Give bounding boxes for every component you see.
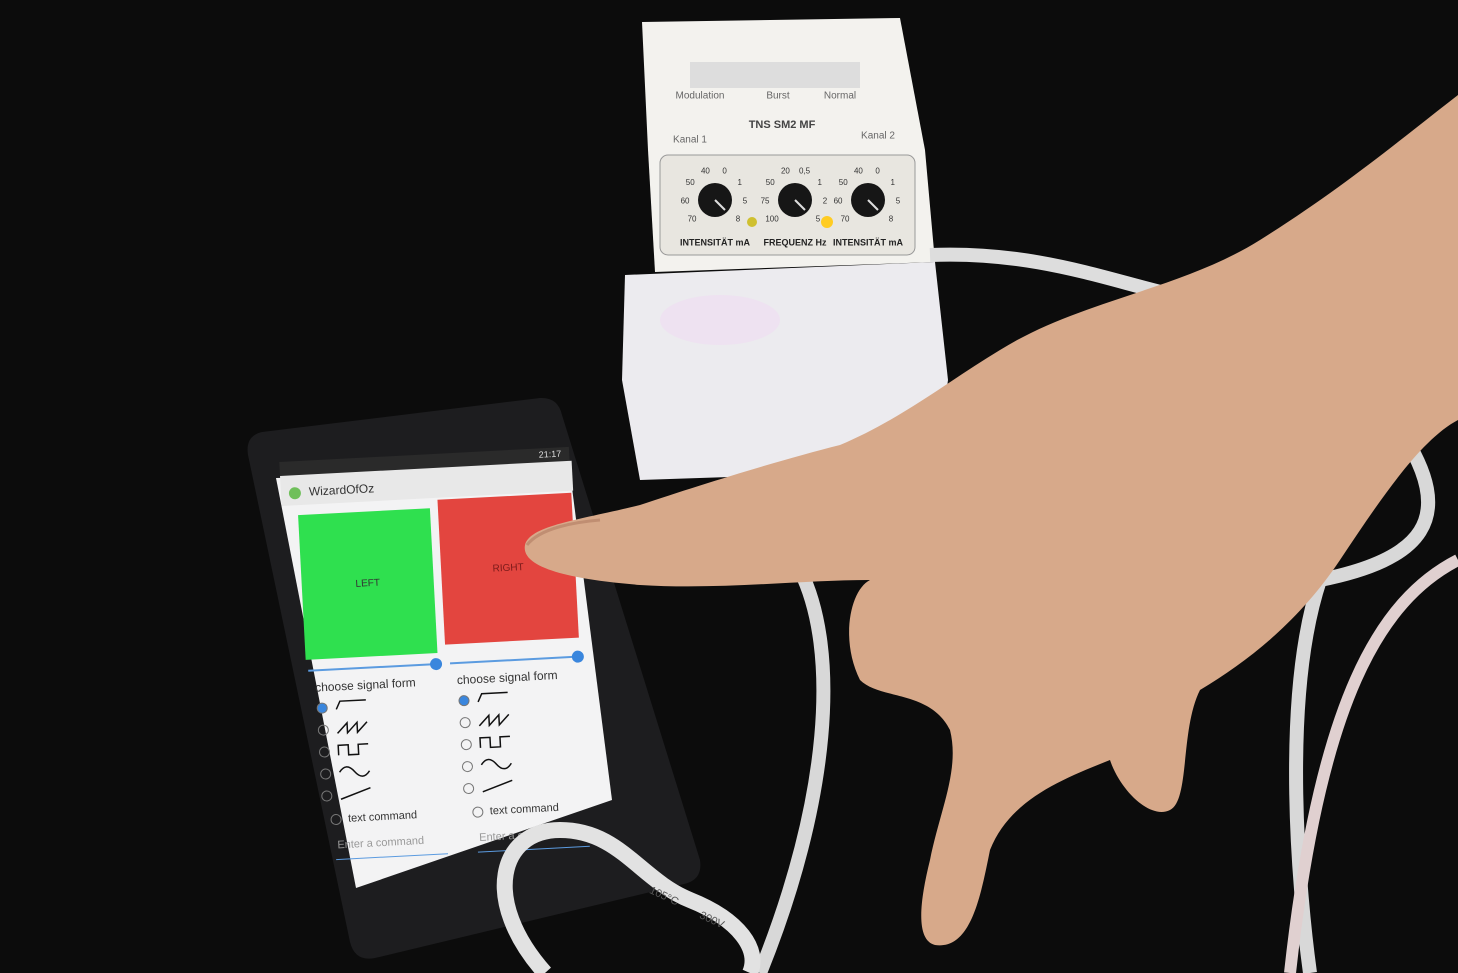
knob-scale-label: 70 [841,214,850,223]
waveform-icon [478,713,510,728]
device-model: TNS SM2 MF [749,119,816,131]
left-button-label: LEFT [355,578,380,590]
radio[interactable] [472,806,484,818]
hand [524,95,1458,946]
knob-scale-label: 5 [896,197,901,206]
knob-scale-label: 40 [701,167,710,176]
option-label: text command [490,802,560,818]
knob-label: INTENSITÄT mA [833,237,904,247]
knob-scale-label: 0 [875,167,880,176]
radio[interactable] [320,768,332,780]
knob-scale-label: 50 [686,178,695,187]
channel-label: Kanal 1 [673,135,707,146]
radio[interactable] [463,783,475,795]
app-screen: 21:17 WizardOfOz LEFT RIGHT choose signa… [279,446,590,861]
right-button-label: RIGHT [492,562,524,575]
input-underline [477,845,590,853]
knob-scale-label: 20 [781,167,790,176]
radio[interactable] [317,724,329,736]
panel-heading: choose signal form [315,675,416,694]
knob-scale-label: 2 [823,197,828,206]
knob-scale-label: 50 [766,178,775,187]
knob-pointer [867,199,879,211]
knob-scale-label: 75 [761,197,770,206]
radio[interactable] [319,746,331,758]
cable [753,566,831,973]
slider-track [449,655,580,665]
cable [496,821,761,973]
radio[interactable] [330,814,342,826]
waveform-icon [340,786,371,800]
panel-heading: choose signal form [457,668,558,687]
knob-scale-label: 8 [736,214,741,223]
knob-scale-label: 50 [839,178,848,187]
switch-label: Modulation [676,91,725,102]
knob-scale-label: 0,5 [799,167,811,176]
radio[interactable] [316,702,328,714]
switch-label: Burst [766,91,790,102]
knob-label: INTENSITÄT mA [680,237,751,247]
knob-scale-label: 60 [834,197,843,206]
knob-label: FREQUENZ Hz [764,237,828,247]
switch-label: Normal [824,91,856,102]
left-button[interactable] [298,508,438,660]
waveform-icon [477,691,508,703]
waveform-icon [479,735,510,749]
knob-scale-label: 0 [722,167,727,176]
slider-thumb[interactable] [571,650,585,663]
knob-scale-label: 8 [889,214,894,223]
radio[interactable] [459,717,471,729]
knob-scale-label: 5 [816,214,821,223]
switch-slot [690,62,860,88]
slider-thumb[interactable] [430,658,443,671]
radio[interactable] [460,739,472,751]
radio[interactable] [321,790,333,802]
knob-scale-label: 5 [743,197,748,206]
waveform-icon [336,720,368,735]
led [821,216,833,228]
app-icon [288,487,301,500]
radio[interactable] [461,761,473,773]
knob-pointer [714,199,726,211]
knob-scale-label: 1 [891,178,896,187]
status-bar [279,446,570,476]
knob-scale-label: 100 [765,214,779,223]
app-bar [280,460,574,506]
knob-pointer [794,199,806,211]
input-underline [336,853,449,861]
waveform-icon [480,758,512,770]
channel-label: Kanal 2 [861,131,895,142]
knob-scale-label: 60 [681,197,690,206]
knob-scale-label: 70 [688,214,697,223]
waveform-icon [337,743,369,756]
knob-scale-label: 1 [738,178,743,187]
waveform-icon [338,766,371,777]
light-glow [660,295,780,345]
waveform-icon [335,699,366,710]
status-time: 21:17 [538,449,561,460]
option-label: text command [348,809,418,825]
app-title: WizardOfOz [308,481,374,498]
knob-scale-label: 40 [854,167,863,176]
radio[interactable] [458,695,470,707]
led [747,217,757,227]
slider-track [308,662,439,672]
knob-scale-label: 1 [818,178,823,187]
fingernail [525,518,601,546]
waveform-icon [482,779,513,793]
input-placeholder[interactable]: Enter a command [337,835,424,852]
cable [1284,554,1458,973]
